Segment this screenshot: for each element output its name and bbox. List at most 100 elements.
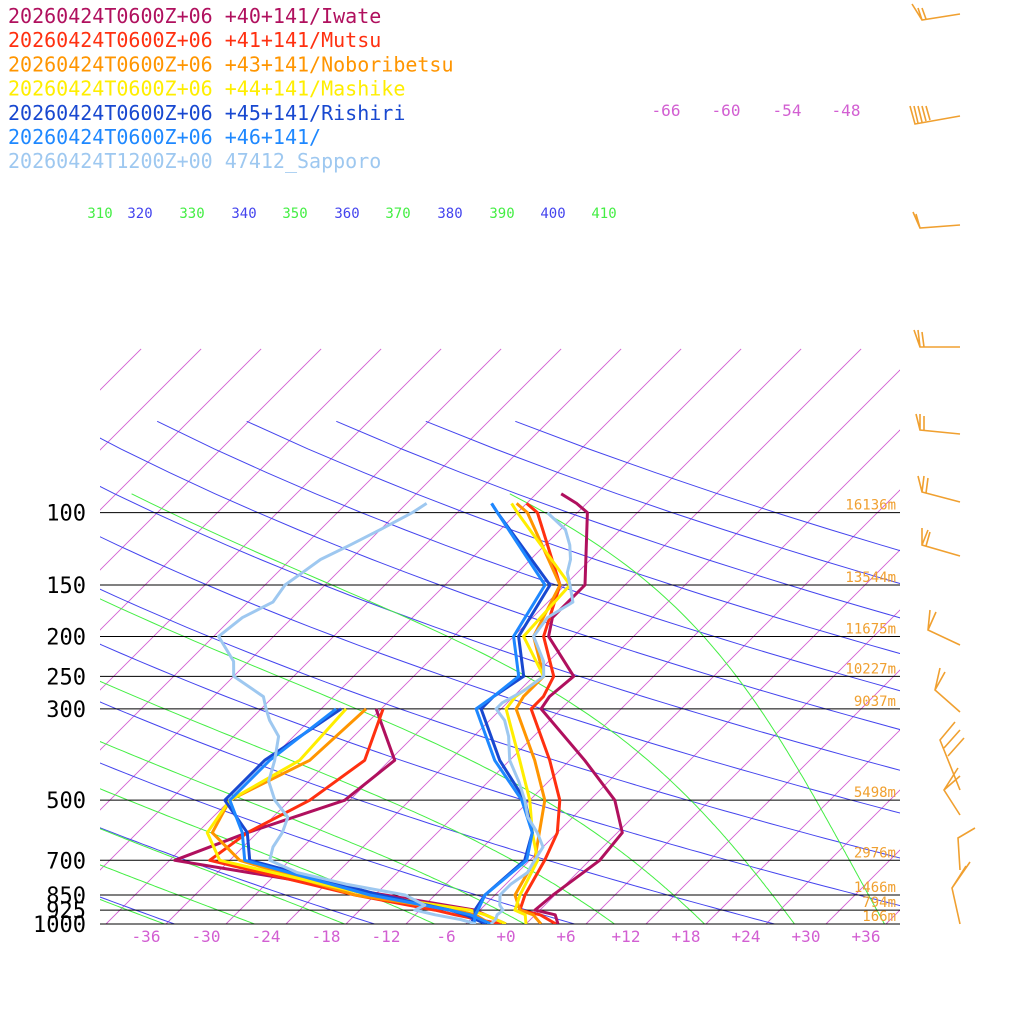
dry-adiabat-line (100, 536, 900, 814)
upper-temperature-label: -48 (832, 101, 861, 120)
temperature-line-0 (533, 492, 624, 924)
wind-barb-icon (912, 211, 961, 229)
theta-label: 380 (437, 206, 462, 222)
legend-entry: 20260424T1200Z+00 47412_Sapporo (8, 149, 381, 173)
isotherm-line (765, 789, 900, 924)
wind-barb-icon (921, 528, 961, 557)
height-label: 11675m (845, 621, 896, 637)
isotherm-line (645, 669, 900, 924)
wind-barb-icon (957, 827, 976, 871)
isotherm-line (705, 729, 900, 924)
height-label: 5498m (854, 785, 896, 801)
wind-barb-icon (943, 767, 961, 816)
isotherm-line (100, 348, 262, 511)
isotherm-line (0, 349, 21, 924)
temperature-line-3 (504, 502, 572, 924)
pressure-tick-label: 100 (46, 502, 86, 527)
moist-adiabat-line (100, 864, 255, 924)
temperature-tick-label: -24 (252, 927, 281, 946)
wind-barb-icon (951, 861, 971, 925)
dry-adiabat-line (100, 762, 577, 924)
pressure-tick-label: 300 (46, 698, 86, 723)
legend-entry: 20260424T0600Z+06 +43+141/Noboribetsu (8, 52, 454, 76)
sounding-series (173, 492, 624, 924)
temperature-tick-label: +12 (612, 927, 641, 946)
height-label: 9037m (854, 694, 896, 710)
dry-adiabat-line (100, 437, 900, 731)
wind-barbs (909, 3, 976, 925)
dry-adiabat-line (100, 588, 900, 859)
wind-barb-icon (911, 3, 961, 21)
pressure-tick-label: 925 (46, 899, 86, 924)
theta-label: 400 (540, 206, 565, 222)
legend-entry: 20260424T0600Z+06 +44+141/Mashike (8, 77, 405, 101)
height-label: 1466m (854, 880, 896, 896)
height-label: 2976m (854, 845, 896, 861)
dewpoint-line-5 (228, 707, 492, 924)
dry-adiabat-line (100, 701, 777, 924)
temperature-line-6 (489, 511, 575, 924)
wind-barb-icon (909, 105, 961, 125)
wind-barb-icon (939, 721, 965, 791)
pressure-tick-label: 850 (46, 884, 86, 909)
theta-label: 370 (385, 206, 410, 222)
dry-adiabat-line (246, 420, 900, 655)
temperature-tick-label: +6 (556, 927, 575, 946)
theta-label: 390 (489, 206, 514, 222)
dry-adiabat-line (336, 420, 900, 619)
temperature-tick-label: +18 (672, 927, 701, 946)
dewpoint-line-3 (205, 707, 507, 924)
isotherm-line (100, 348, 322, 571)
wind-barb-icon (934, 667, 961, 713)
isotherm-line (885, 909, 900, 924)
dry-adiabat-line (100, 643, 900, 907)
pressure-tick-label: 500 (46, 789, 86, 814)
pressure-tick-label: 700 (46, 849, 86, 874)
legend: 20260424T0600Z+06 +40+141/Iwate20260424T… (8, 4, 454, 173)
pressure-tick-label: 1000 (33, 913, 86, 938)
axis-labels: 100 16136m 150 13544m 200 11675m 250 10227m 300 9… (33, 101, 896, 946)
temperature-tick-label: -6 (436, 927, 455, 946)
upper-temperature-label: -60 (712, 101, 741, 120)
legend-entry: 20260424T0600Z+06 +46+141/ (8, 125, 321, 149)
isotherm-line (1006, 349, 1024, 924)
dry-adiabat-line (100, 827, 377, 924)
temperature-line-4 (469, 502, 552, 924)
height-label: 794m (862, 895, 896, 911)
temperature-tick-label: -36 (132, 927, 161, 946)
theta-label: 310 (87, 206, 112, 222)
upper-temperature-label: -66 (652, 101, 681, 120)
theta-label: 340 (231, 206, 256, 222)
temperature-tick-label: +36 (852, 927, 881, 946)
height-label: 13544m (845, 570, 896, 586)
wind-barb-icon (913, 329, 960, 348)
isotherm-line (100, 348, 382, 631)
temperature-line-2 (513, 502, 562, 924)
pressure-tick-label: 250 (46, 665, 86, 690)
theta-label: 360 (334, 206, 359, 222)
wind-barb-icon (915, 413, 961, 435)
theta-label: 330 (179, 206, 204, 222)
dewpoint-line-1 (208, 708, 502, 924)
theta-label: 320 (127, 206, 152, 222)
theta-label: 350 (282, 206, 307, 222)
legend-entry: 20260424T0600Z+06 +41+141/Mutsu (8, 28, 381, 52)
wind-barb-icon (917, 475, 961, 503)
pressure-tick-label: 200 (46, 625, 86, 650)
wind-barb-icon (927, 609, 961, 646)
legend-entry: 20260424T0600Z+06 +40+141/Iwate (8, 4, 381, 28)
height-label: 10227m (845, 661, 896, 677)
theta-label: 410 (591, 206, 616, 222)
temperature-tick-label: +30 (792, 927, 821, 946)
dewpoint-line-6 (217, 502, 477, 924)
temperature-line-5 (472, 502, 547, 924)
upper-temperature-label: -54 (773, 101, 802, 120)
temperature-tick-label: -18 (312, 927, 341, 946)
temperature-tick-label: -30 (192, 927, 221, 946)
isotherm-line (100, 348, 202, 451)
moist-adiabat-line (100, 828, 345, 924)
pressure-tick-label: 150 (46, 574, 86, 599)
height-label: 166m (862, 909, 896, 925)
temperature-tick-label: +0 (496, 927, 515, 946)
